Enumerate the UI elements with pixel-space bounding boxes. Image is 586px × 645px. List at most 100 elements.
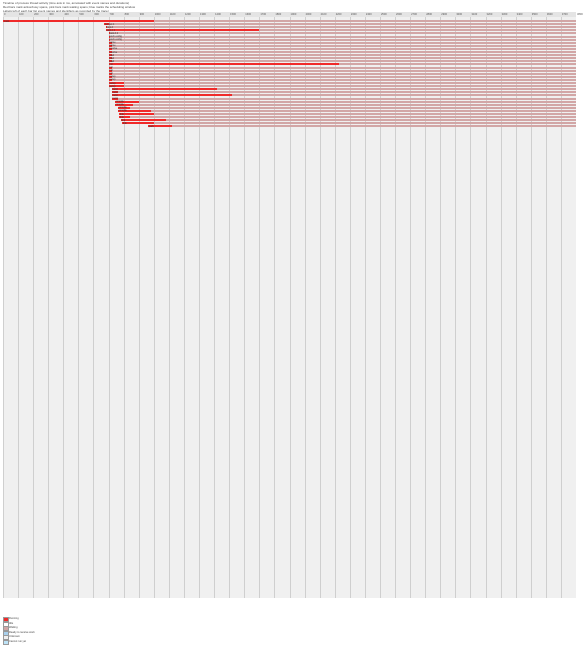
wait-bar[interactable] — [114, 100, 576, 103]
row-label: setup — [109, 84, 116, 88]
grid-line — [78, 17, 80, 598]
active-bar[interactable] — [108, 41, 112, 44]
active-bar[interactable] — [120, 119, 166, 122]
wait-bar[interactable] — [119, 116, 576, 119]
active-bar[interactable] — [108, 63, 340, 66]
grid-line — [274, 17, 276, 598]
wait-bar[interactable] — [108, 32, 576, 35]
time-tick-label: 3500 — [531, 13, 538, 16]
grid-line — [33, 17, 35, 598]
active-bar[interactable] — [111, 91, 118, 94]
active-bar[interactable] — [105, 29, 260, 32]
active-bar[interactable] — [108, 66, 112, 69]
header-line: Red bars mark active/busy spans, pink ba… — [3, 5, 136, 9]
active-bar[interactable] — [117, 106, 130, 109]
active-bar[interactable] — [105, 26, 108, 29]
row-label: resolve — [109, 47, 118, 51]
row-label: task A.2 — [109, 31, 119, 35]
wait-bar[interactable] — [108, 44, 576, 47]
wait-bar[interactable] — [105, 29, 576, 32]
wait-bar[interactable] — [104, 23, 576, 26]
wait-bar[interactable] — [108, 82, 576, 84]
wait-bar[interactable] — [108, 38, 576, 41]
active-bar[interactable] — [108, 47, 112, 50]
wait-bar[interactable] — [108, 54, 576, 57]
grid-line — [183, 17, 185, 598]
row-label: link — [120, 115, 124, 119]
active-bar[interactable] — [147, 125, 172, 128]
active-bar[interactable] — [114, 103, 133, 106]
wait-bar[interactable] — [108, 47, 576, 50]
legend-label: Running — [9, 617, 19, 620]
active-bar[interactable] — [108, 78, 112, 81]
wait-bar[interactable] — [108, 85, 576, 88]
time-tick-label: 3200 — [486, 13, 493, 16]
active-bar[interactable] — [108, 57, 112, 60]
grid-line — [3, 17, 4, 598]
wait-bar[interactable] — [108, 78, 576, 81]
wait-bar[interactable] — [108, 35, 576, 38]
active-bar[interactable] — [108, 69, 112, 72]
wait-bar[interactable] — [108, 41, 576, 44]
grid-line — [530, 17, 532, 598]
active-bar[interactable] — [111, 97, 118, 100]
active-bar[interactable] — [117, 109, 151, 112]
wait-bar[interactable] — [120, 119, 576, 122]
active-bar[interactable] — [104, 23, 109, 26]
grid-line — [153, 17, 155, 598]
grid-line — [319, 17, 321, 598]
wait-bar[interactable] — [3, 20, 576, 22]
active-bar[interactable] — [119, 113, 154, 115]
active-bar[interactable] — [122, 122, 154, 125]
time-tick-label: 900 — [139, 13, 145, 16]
active-bar[interactable] — [108, 60, 112, 63]
wait-bar[interactable] — [108, 66, 576, 69]
active-bar[interactable] — [108, 54, 112, 57]
wait-bar[interactable] — [119, 113, 576, 115]
active-bar[interactable] — [111, 94, 233, 97]
row-label: init — [109, 66, 113, 69]
active-bar[interactable] — [108, 38, 111, 41]
wait-bar[interactable] — [122, 122, 576, 125]
active-bar[interactable] — [108, 51, 112, 53]
time-tick-label: 2700 — [411, 13, 417, 16]
row-label: resolve — [109, 50, 118, 54]
wait-bar[interactable] — [108, 63, 576, 66]
wait-bar[interactable] — [108, 72, 576, 75]
wait-bar[interactable] — [108, 69, 576, 72]
wait-bar[interactable] — [147, 125, 576, 128]
wait-bar[interactable] — [117, 106, 576, 109]
active-bar[interactable] — [108, 32, 111, 35]
active-bar[interactable] — [108, 35, 111, 38]
row-label: task A.1 — [106, 28, 116, 32]
active-bar[interactable] — [108, 44, 112, 47]
wait-bar[interactable] — [111, 91, 576, 94]
time-tick-label: 2800 — [426, 13, 432, 16]
wait-bar[interactable] — [108, 60, 576, 63]
grid-line — [334, 17, 336, 598]
wait-bar[interactable] — [117, 109, 576, 112]
time-tick-label: 3000 — [456, 13, 463, 16]
active-bar[interactable] — [114, 100, 139, 103]
active-bar[interactable] — [108, 75, 112, 78]
wait-bar[interactable] — [108, 51, 576, 53]
row-label: compile — [115, 100, 124, 104]
active-bar[interactable] — [119, 116, 130, 119]
active-bar[interactable] — [108, 72, 112, 75]
active-bar[interactable] — [111, 88, 218, 91]
active-bar[interactable] — [108, 82, 124, 84]
wait-bar[interactable] — [108, 57, 576, 60]
wait-bar[interactable] — [105, 26, 576, 29]
wait-bar[interactable] — [114, 103, 576, 106]
row-label: load — [109, 53, 115, 57]
time-tick-label: 700 — [109, 13, 114, 16]
wait-bar[interactable] — [111, 97, 576, 100]
wait-bar[interactable] — [111, 94, 576, 97]
active-bar[interactable] — [108, 85, 124, 88]
row-label: build — [112, 93, 118, 97]
wait-bar[interactable] — [111, 88, 576, 91]
active-bar[interactable] — [3, 20, 154, 22]
wait-bar[interactable] — [108, 75, 576, 78]
row-label: load — [109, 59, 115, 63]
